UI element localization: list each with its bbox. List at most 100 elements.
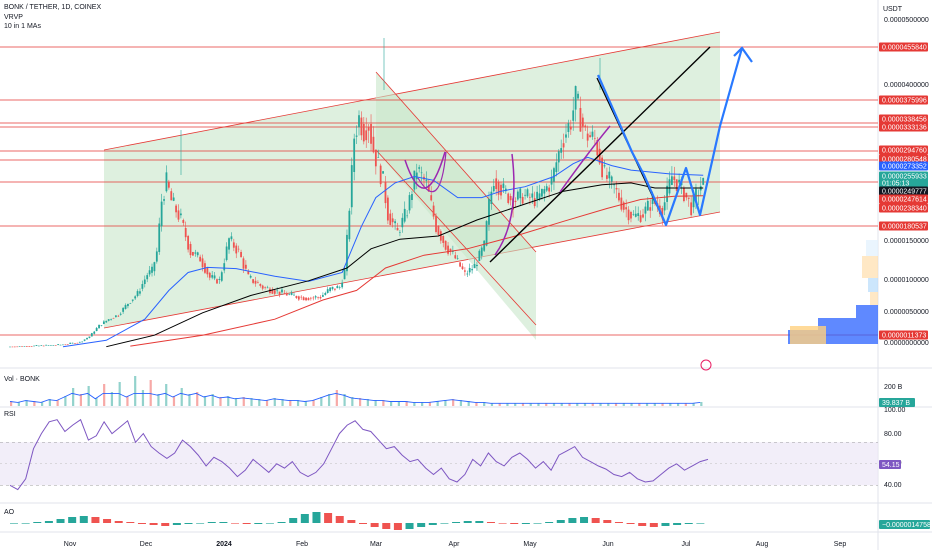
rsi-tick-label: 40.00	[884, 482, 902, 489]
volume-bar	[250, 398, 253, 406]
price-tag-label: 0.0000255933	[882, 174, 927, 181]
volume-bar	[374, 400, 377, 406]
volume-bar	[537, 403, 540, 406]
ao-bar	[498, 523, 507, 524]
volume-bar	[72, 388, 75, 406]
volume-bar	[110, 392, 114, 406]
volume-bar	[312, 400, 315, 406]
candle-body	[557, 151, 560, 163]
candle-body	[9, 346, 11, 348]
level-tag	[879, 221, 928, 231]
candle-body	[389, 213, 392, 225]
ao-bar	[265, 523, 274, 524]
candle-body	[288, 294, 291, 295]
volume-bar	[498, 403, 501, 406]
volume-bar	[126, 396, 129, 406]
candle-body	[476, 264, 478, 267]
candle-body	[40, 345, 43, 346]
x-tick-label: Nov	[64, 541, 77, 548]
candle-body	[312, 297, 315, 299]
volume-bar	[638, 403, 641, 406]
candle-body	[562, 143, 565, 148]
candle-body	[45, 344, 48, 346]
candle-body	[500, 184, 502, 196]
candle-body	[606, 175, 608, 179]
ao-bar	[196, 523, 205, 524]
volume-bar	[545, 403, 548, 406]
candle-body	[668, 179, 671, 194]
candle-body	[213, 275, 216, 279]
price-tag	[879, 186, 928, 196]
candle-body	[115, 315, 117, 317]
candle-body	[490, 191, 493, 204]
level-tag	[879, 42, 928, 52]
candle-body	[394, 221, 397, 224]
candle-body	[548, 187, 551, 192]
candle-body	[220, 272, 223, 281]
volume-bar	[234, 398, 238, 406]
candle-body	[678, 179, 681, 183]
candle-body	[442, 236, 445, 243]
candle-body	[102, 321, 105, 324]
candle-body	[52, 345, 55, 346]
candle-body	[589, 135, 591, 138]
candle-body	[581, 117, 584, 127]
candle-body	[367, 127, 370, 131]
candle-body	[21, 346, 23, 347]
candle-body	[124, 305, 127, 309]
ao-bar	[696, 523, 705, 524]
candle-body	[420, 172, 423, 174]
candle-body	[550, 177, 553, 185]
indicator-ma-label[interactable]: 10 in 1 MAs	[4, 23, 41, 30]
candle-body	[107, 319, 110, 321]
candle-body	[136, 291, 139, 296]
candle-body	[223, 263, 226, 271]
candle-body	[341, 282, 344, 288]
volume-bar	[684, 403, 687, 406]
candle-body	[88, 336, 91, 338]
candle-body	[362, 124, 365, 142]
candle-body	[47, 345, 50, 346]
candle-body	[264, 287, 267, 288]
candle-body	[252, 279, 254, 283]
candle-body	[189, 244, 192, 256]
candle-body	[141, 284, 144, 289]
volume-bar	[568, 403, 571, 406]
candle-body	[329, 287, 332, 292]
candle-body	[95, 327, 98, 332]
candle-body	[30, 346, 33, 347]
candle-body	[218, 278, 221, 280]
volume-bar	[560, 403, 563, 406]
ao-bar	[661, 523, 670, 526]
x-tick-label: Apr	[449, 541, 461, 548]
candle-body	[119, 313, 122, 315]
candle-body	[232, 242, 235, 248]
candle-body	[514, 200, 517, 203]
ao-bar	[510, 523, 519, 524]
candle-body	[495, 178, 498, 190]
candle-body	[454, 255, 457, 259]
indicator-vrvp-label[interactable]: VRVP	[4, 14, 23, 21]
ao-bar	[91, 517, 100, 523]
volume-bar	[296, 400, 300, 406]
candle-body	[194, 252, 197, 254]
ao-bar	[289, 518, 298, 523]
candle-body	[358, 115, 360, 128]
candle-body	[608, 171, 611, 179]
candle-body	[42, 345, 45, 347]
candle-body	[584, 125, 587, 127]
volume-bar	[33, 401, 36, 406]
volume-bar	[227, 396, 230, 406]
candle-body	[165, 172, 168, 192]
ao-bar	[591, 518, 600, 523]
candle-body	[100, 325, 103, 326]
candle-body	[172, 197, 175, 201]
ao-bar	[33, 522, 42, 523]
volume-bar	[436, 401, 439, 406]
candle-body	[225, 246, 228, 260]
candle-body	[179, 213, 182, 216]
price-tag	[879, 194, 928, 204]
candle-body	[348, 210, 351, 240]
volume-bar	[467, 401, 470, 406]
